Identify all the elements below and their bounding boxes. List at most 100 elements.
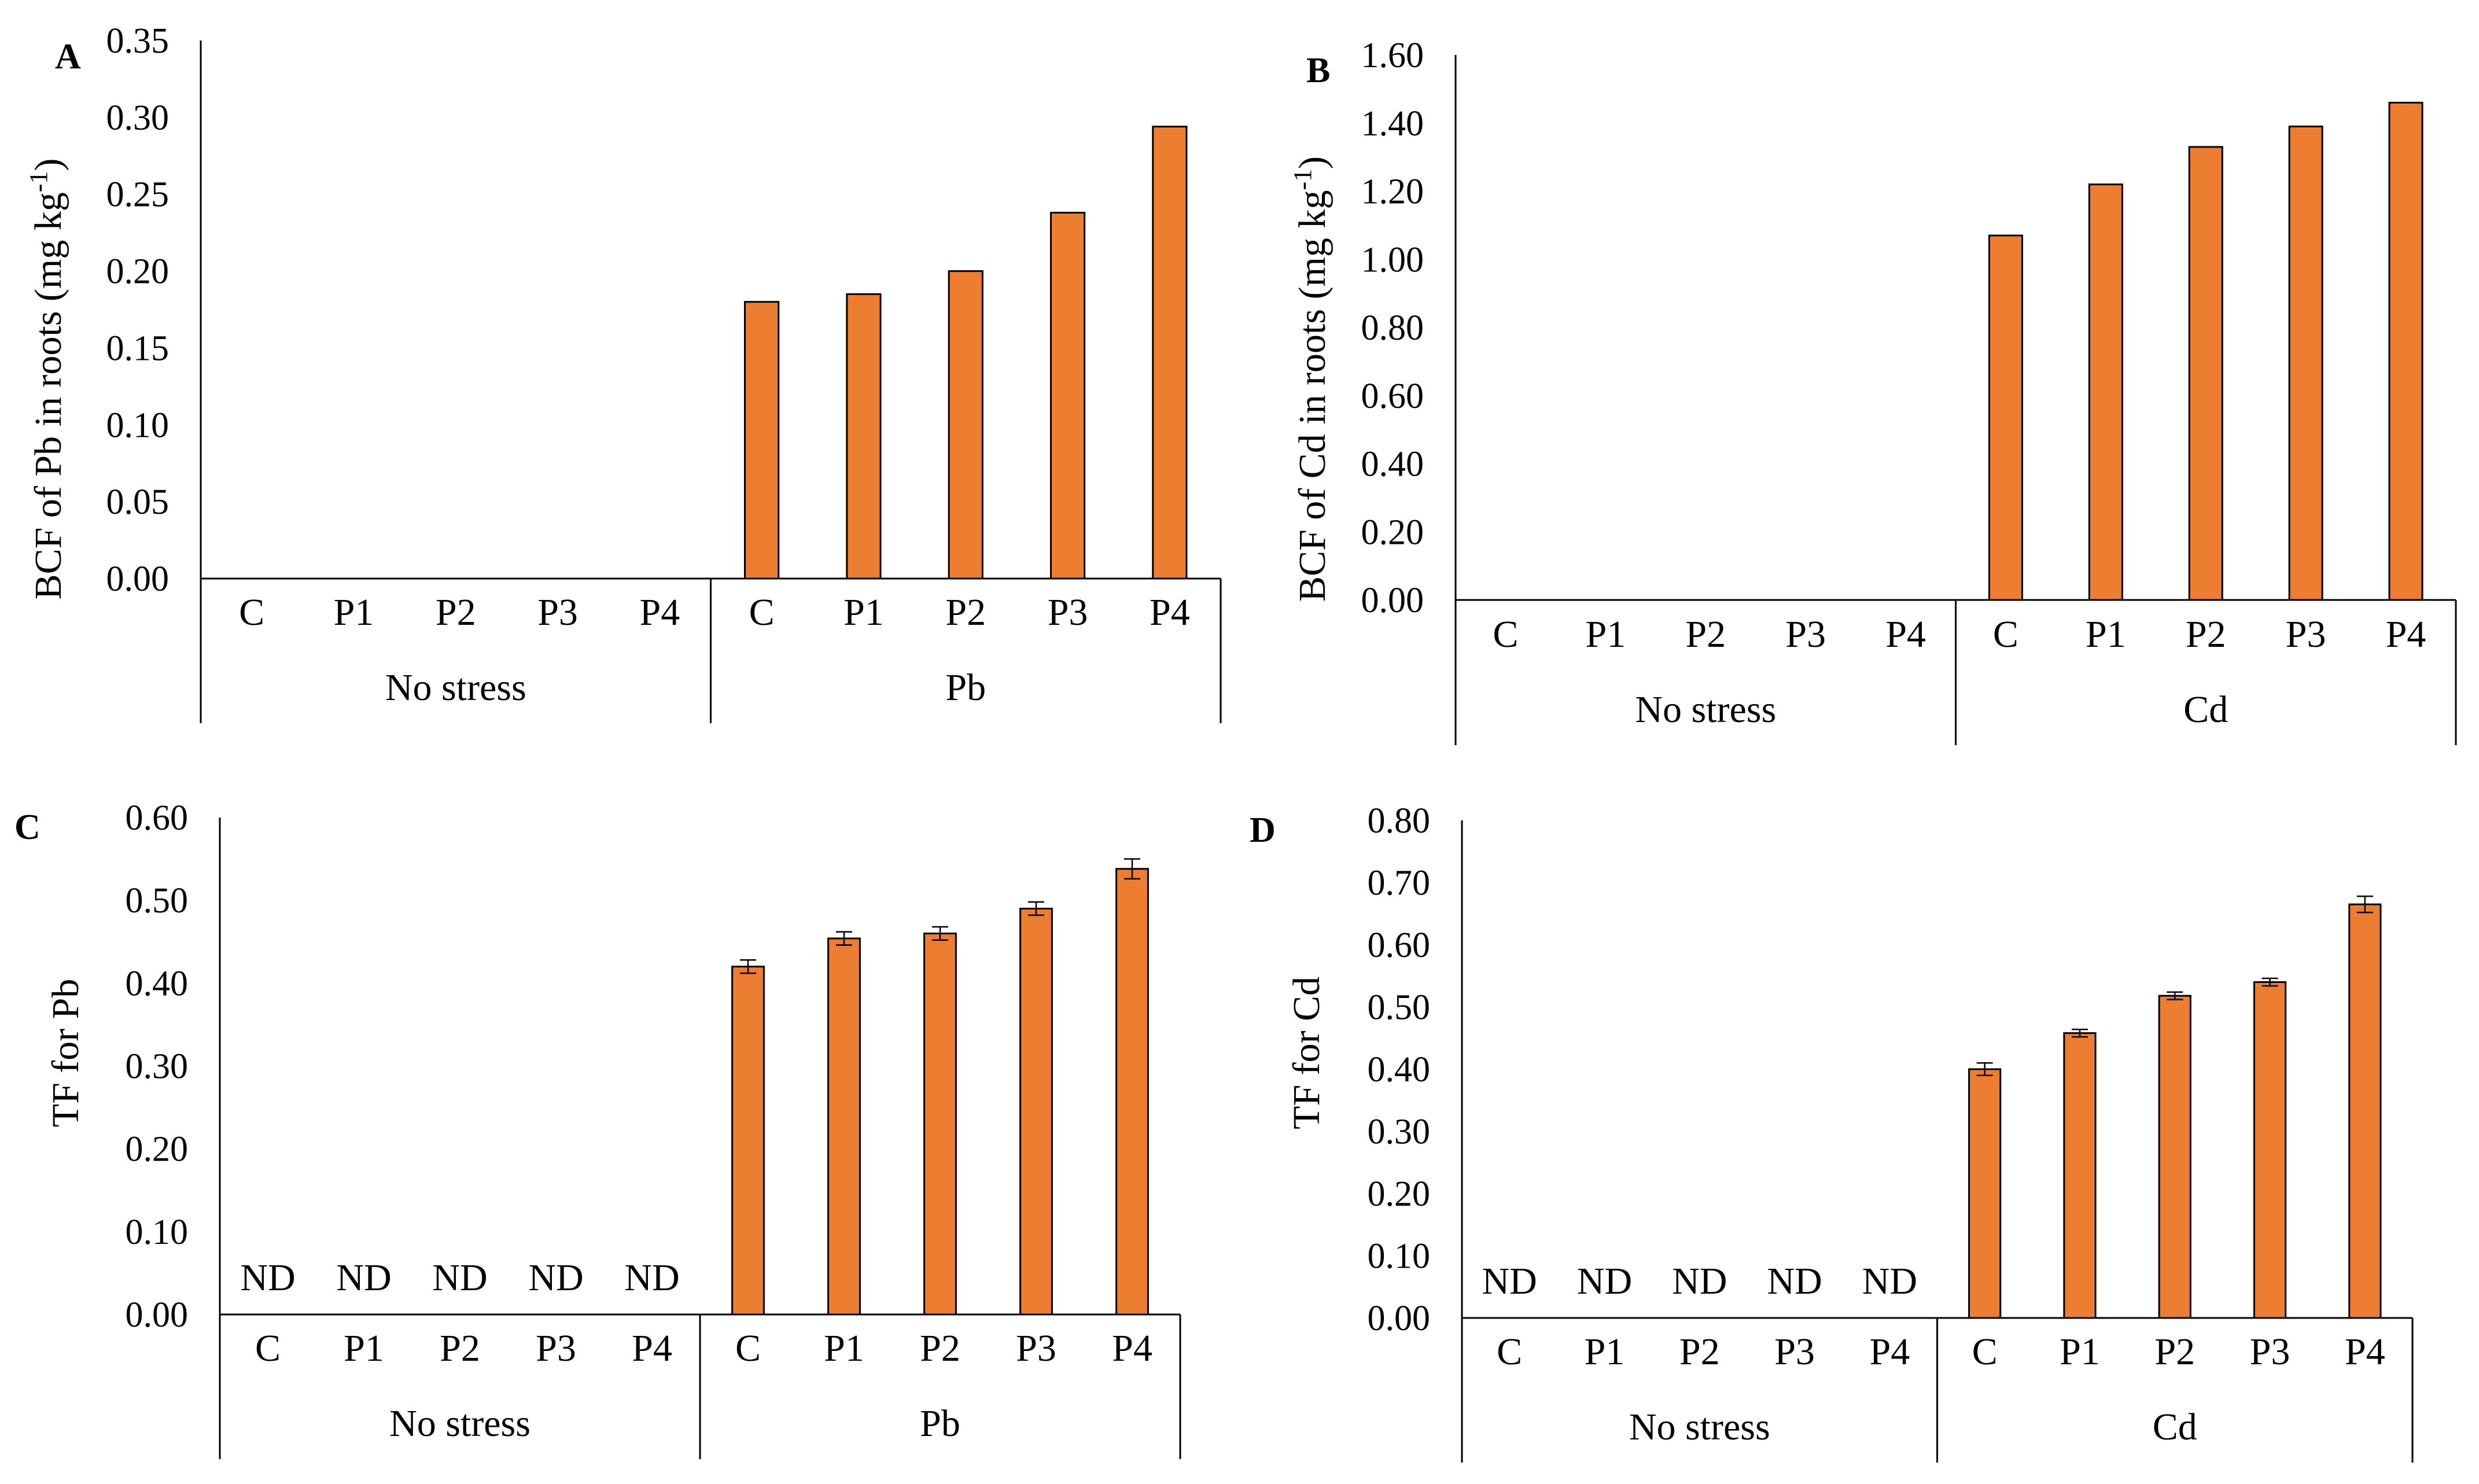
group-label: No stress [385,666,526,709]
y-tick-label: 0.20 [1368,1174,1431,1214]
y-tick-label: 0.60 [1361,377,1424,416]
y-tick-label: 0.70 [1368,864,1431,903]
x-tick-label: P2 [440,1327,480,1369]
x-tick-label: P4 [639,591,680,634]
y-tick-label: 0.40 [1361,445,1424,484]
error-bar [1028,901,1044,916]
error-bar [932,926,948,941]
x-tick-label: C [1497,1331,1522,1373]
group-label: Pb [920,1402,960,1445]
y-tick-label: 0.60 [1368,926,1431,965]
bar [2063,1032,2097,1319]
y-tick-label: 0.50 [126,881,189,920]
x-tick-label: P4 [1112,1327,1152,1369]
group-label: No stress [389,1402,531,1445]
y-tick-label: 0.00 [106,559,170,599]
error-bar [2261,977,2278,987]
x-tick-label: P1 [344,1327,384,1369]
x-tick-label: P1 [1585,613,1626,656]
x-tick-label: P2 [920,1327,960,1369]
x-tick-label: P2 [1685,613,1726,656]
x-tick-label: P4 [632,1327,672,1369]
y-tick-label: 0.10 [106,406,170,445]
y-tick-label: 0.20 [106,252,170,292]
x-tick-label: C [1993,613,2018,656]
y-axis-title: TF for Cd [1285,977,1328,1129]
y-tick-label: 0.60 [126,798,189,838]
x-tick-label: P3 [2286,613,2326,656]
data-label-nd: ND [1862,1260,1917,1302]
y-tick-label: 0.10 [1368,1237,1431,1276]
panel-label-a: A [55,37,81,76]
y-tick-label: 0.05 [106,483,170,522]
y-axis-title: TF for Pb [45,979,87,1128]
x-tick-label: P3 [1048,591,1088,634]
x-tick-label: P4 [2345,1331,2385,1373]
y-tick-label: 0.25 [106,175,170,215]
x-tick-label: P2 [2154,1331,2195,1373]
x-tick-label: C [1493,613,1518,656]
y-tick-label: 1.60 [1361,36,1424,75]
error-bar [836,931,852,946]
y-tick-label: 0.20 [126,1130,189,1169]
error-bar [2356,895,2373,914]
data-label-nd: ND [240,1257,295,1299]
y-tick-label: 0.80 [1361,308,1424,348]
bar [1019,907,1053,1316]
panel-label-c: C [14,808,40,847]
data-label-nd: ND [336,1257,391,1299]
bar [2088,183,2123,601]
panel-label-b: B [1306,51,1330,90]
x-tick-label: P1 [2060,1331,2100,1373]
x-tick-label: P2 [945,591,986,634]
y-tick-label: 0.30 [1368,1113,1431,1152]
bar [2188,146,2223,601]
x-tick-label: P3 [1774,1331,1815,1373]
bar [2348,903,2382,1319]
bar [846,293,882,580]
group-label: Pb [945,666,986,709]
y-tick-label: 1.00 [1361,240,1424,279]
group-label: Cd [2183,688,2228,731]
y-tick-label: 0.35 [106,21,170,61]
panel-label-d: D [1250,811,1276,850]
y-tick-label: 0.00 [1368,1299,1431,1338]
x-tick-label: P3 [2250,1331,2290,1373]
x-tick-label: P4 [1885,613,1926,656]
y-tick-label: 0.50 [1368,988,1431,1028]
group-label: No stress [1635,688,1776,731]
group-label: Cd [2153,1406,2197,1448]
y-tick-label: 0.00 [126,1295,189,1335]
x-tick-label: P1 [334,591,374,634]
x-tick-label: P1 [2086,613,2126,656]
x-tick-label: P1 [843,591,884,634]
bar [923,932,957,1316]
x-tick-label: C [749,591,775,634]
x-tick-label: C [255,1327,281,1369]
data-label-nd: ND [432,1257,487,1299]
x-tick-label: P1 [1585,1331,1625,1373]
bar [1049,212,1086,580]
x-tick-label: P4 [1150,591,1190,634]
x-tick-label: P2 [436,591,476,634]
bar [948,270,984,580]
data-label-nd: ND [1767,1260,1822,1302]
chart-panel-d: D 0.00 0.10 0.20 0.30 0.40 0.50 0.60 0.70 0.80 TF … [1250,801,2414,1463]
y-axis-title: BCF of Pb in roots (mg kg-1) [24,159,70,600]
x-tick-label: C [239,591,264,634]
group-label: No stress [1629,1406,1770,1448]
x-tick-label: P2 [2186,613,2226,656]
y-tick-label: 0.30 [106,98,170,138]
x-tick-label: P4 [1869,1331,1910,1373]
bar [2253,981,2287,1319]
data-label-nd: ND [1672,1260,1727,1302]
error-bar [2167,991,2183,1000]
x-tick-label: C [735,1327,761,1369]
error-bar [740,959,756,974]
bar [2288,126,2323,601]
x-tick-label: C [1972,1331,1998,1373]
x-tick-label: P1 [824,1327,864,1369]
bar [827,937,861,1316]
y-tick-label: 0.15 [106,329,170,368]
